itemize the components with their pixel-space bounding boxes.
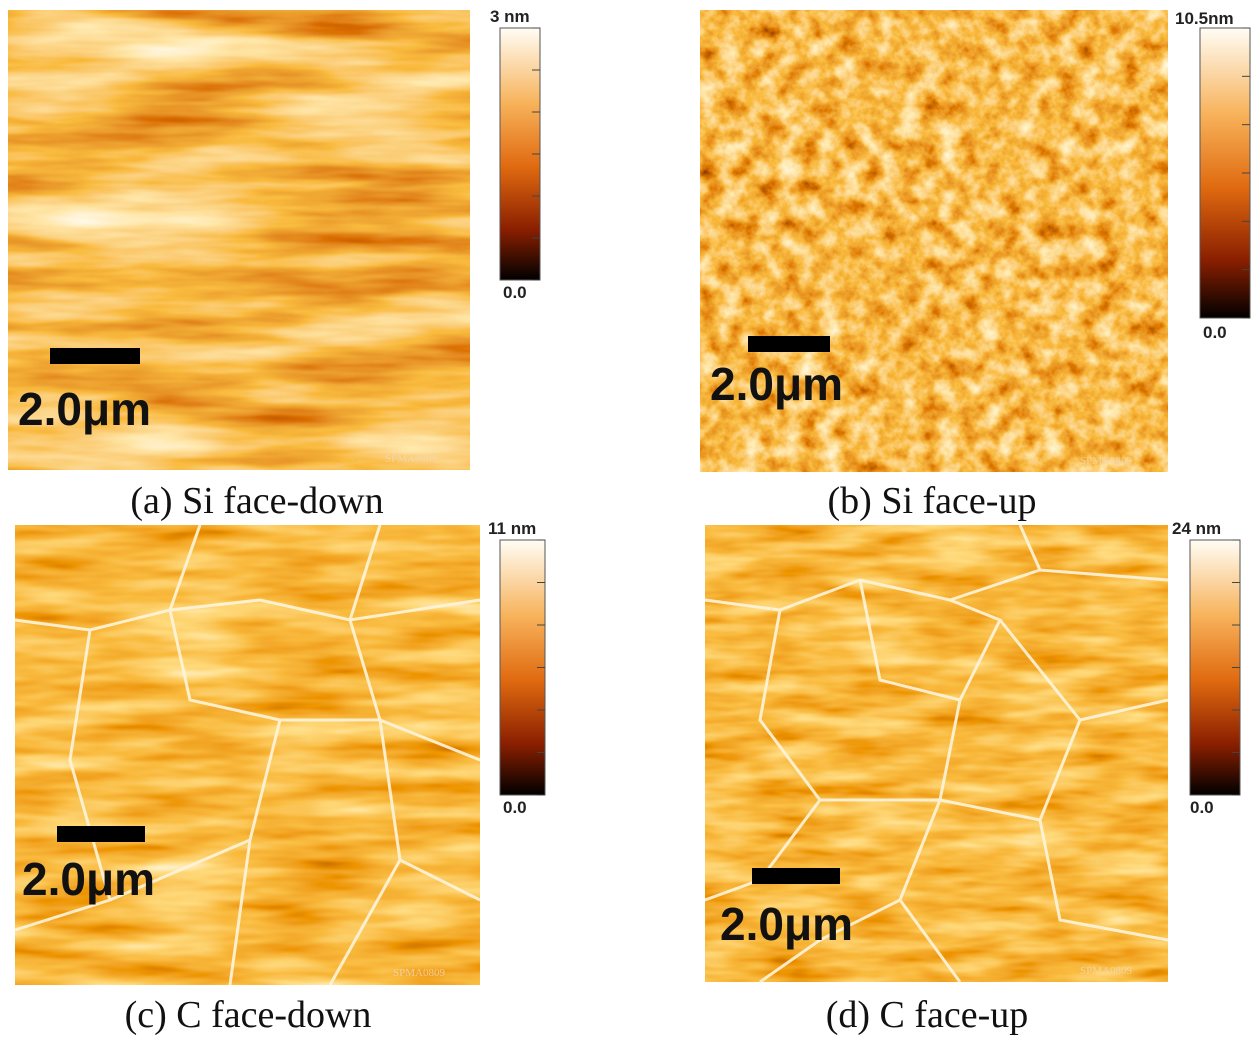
caption: (b) Si face-up [828,480,1037,522]
colorbar-max: 3 nm [490,7,530,26]
page: 2.0μm 2.0μm 2.0μm 2.0μm 3 nm 0.0 10.5nm … [0,0,1257,1039]
scale-label: 2.0μm [720,898,853,950]
scale-bar [57,826,145,842]
watermark: SPMA0809 [1080,965,1132,977]
figure: 2.0μm 2.0μm 2.0μm 2.0μm 3 nm 0.0 10.5nm … [0,0,1257,1039]
scale-bar [748,336,830,352]
colorbar-min: 0.0 [1190,798,1214,817]
caption: (d) C face-up [826,994,1029,1036]
colorbar-max: 24 nm [1172,519,1221,538]
scale-label: 2.0μm [22,853,155,905]
watermark: SPMA0809 [393,967,445,979]
colorbar-max: 10.5nm [1175,9,1234,28]
colorbar-max: 11 nm [488,519,536,538]
watermark: SPMA0809 [385,453,437,465]
scale-bar [50,348,140,364]
caption: (c) C face-down [125,994,372,1036]
colorbar-min: 0.0 [503,283,527,302]
caption: (a) Si face-down [130,480,383,522]
afm-image [15,525,480,985]
watermark: SPMA0809 [1080,455,1132,467]
scale-label: 2.0μm [18,383,151,435]
colorbar-min: 0.0 [503,798,527,817]
scale-bar [752,868,840,884]
scale-label: 2.0μm [710,358,843,410]
colorbar-min: 0.0 [1203,323,1227,342]
